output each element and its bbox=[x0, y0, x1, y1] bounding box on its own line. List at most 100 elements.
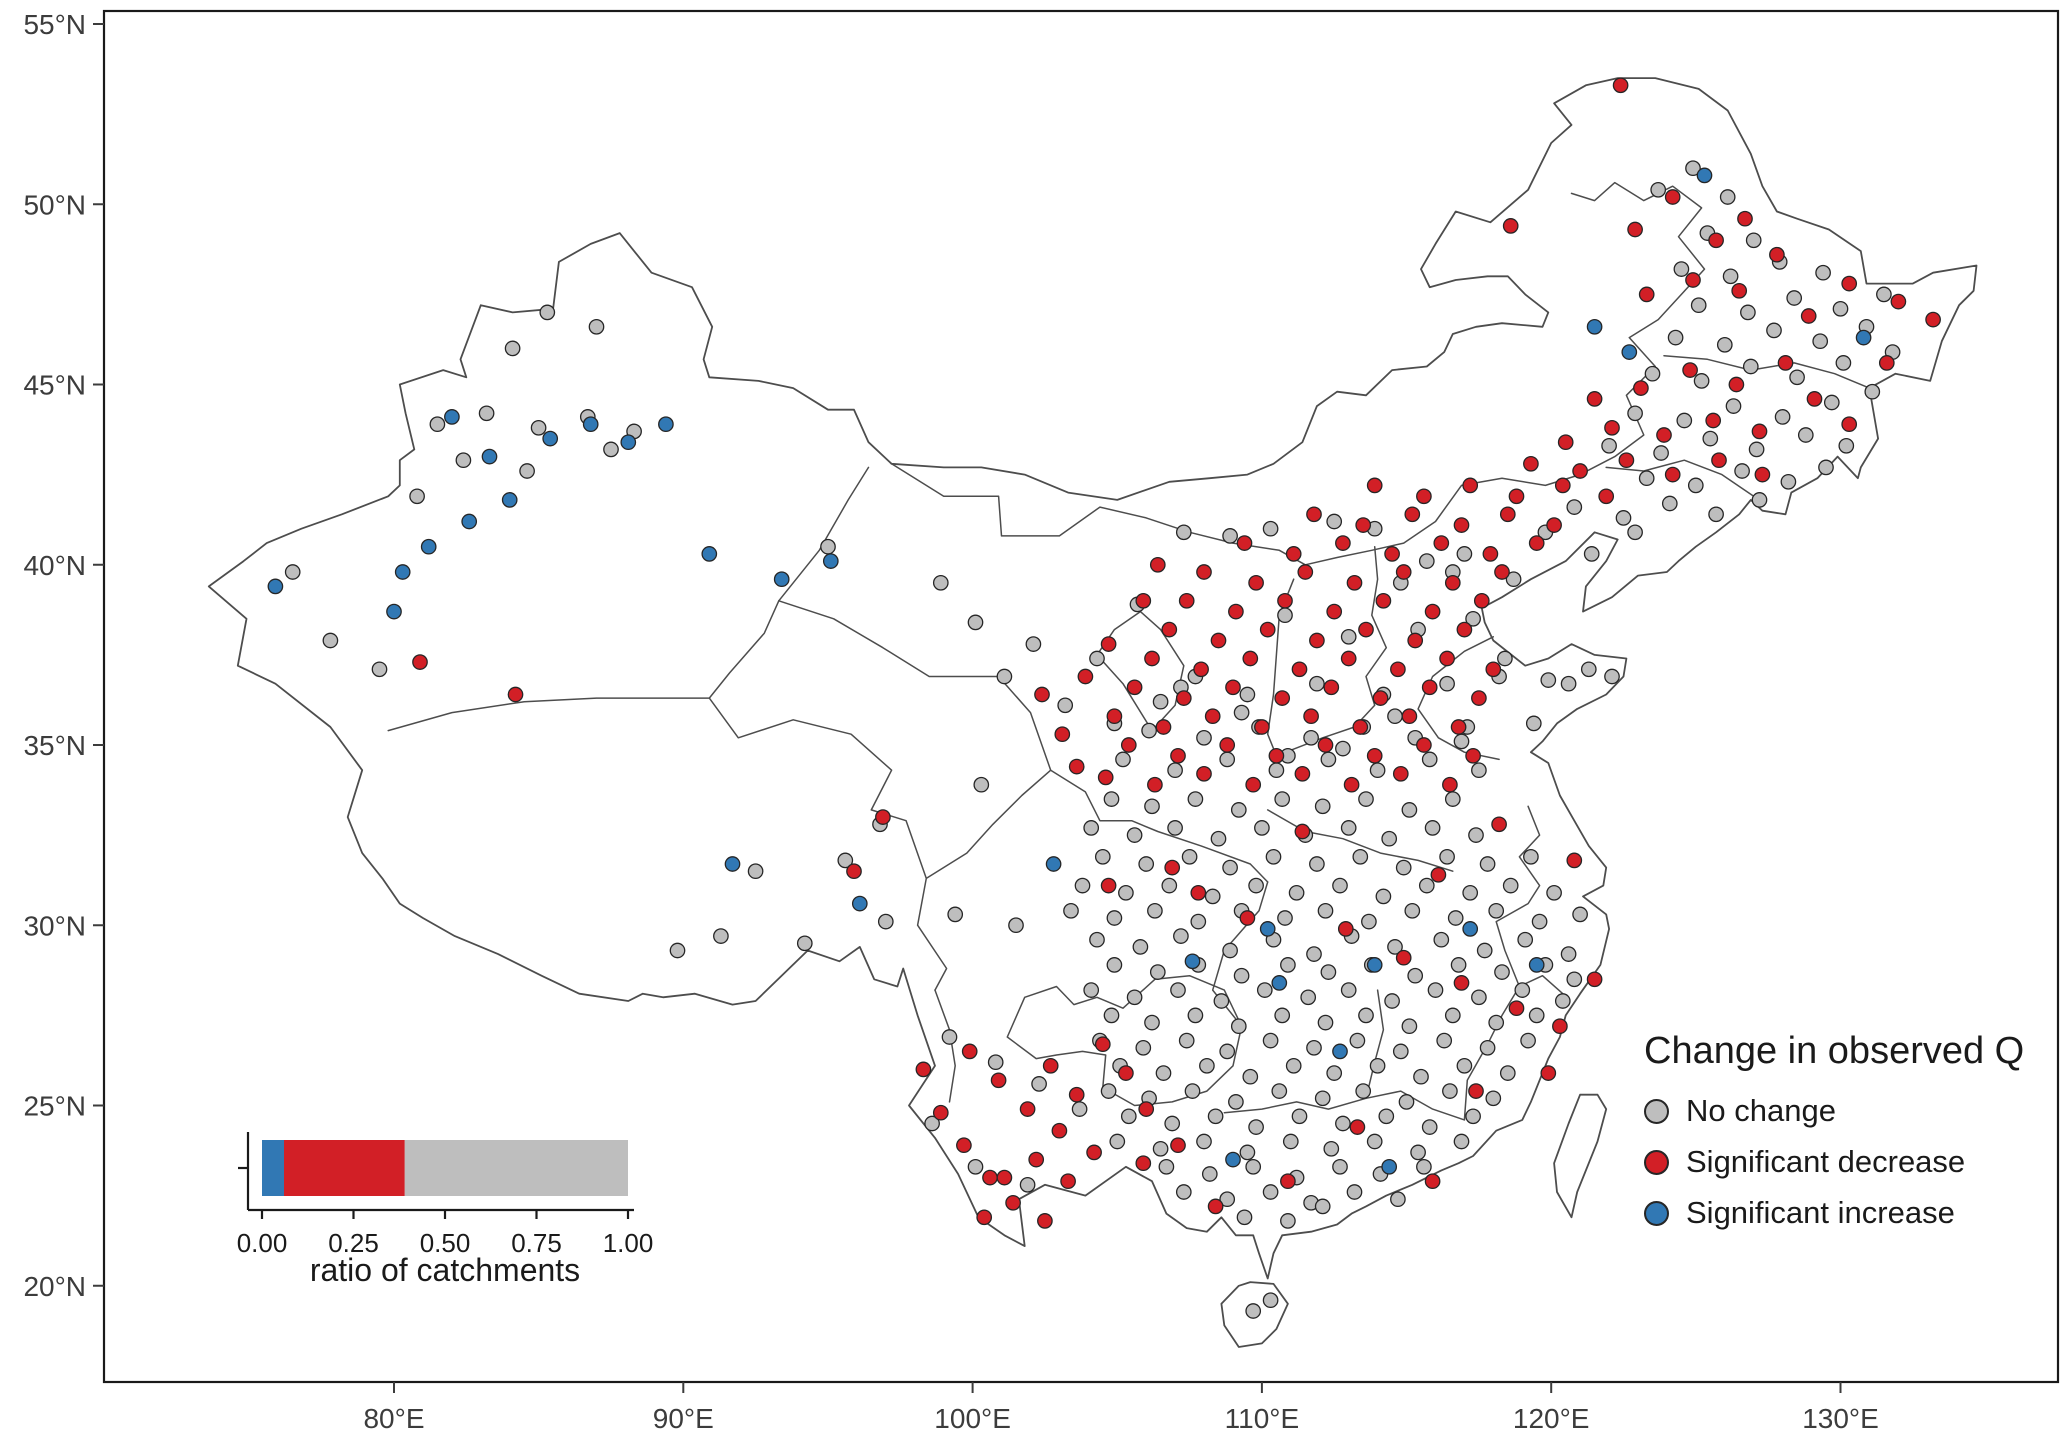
catchment-point bbox=[1615, 510, 1632, 526]
catchment-point bbox=[1167, 762, 1183, 779]
catchment-point bbox=[461, 513, 478, 530]
catchment-point bbox=[1471, 690, 1487, 706]
catchment-point bbox=[1233, 704, 1250, 721]
catchment-point bbox=[1740, 304, 1756, 321]
legend-label-no-change: No change bbox=[1686, 1093, 1836, 1128]
catchment-point bbox=[1086, 1144, 1102, 1161]
catchment-point bbox=[1462, 884, 1479, 901]
catchment-point bbox=[1060, 1173, 1076, 1190]
catchment-point bbox=[1201, 1166, 1218, 1182]
catchment-point bbox=[1456, 546, 1473, 562]
catchment-point bbox=[542, 430, 559, 447]
catchment-point bbox=[1708, 506, 1724, 523]
catchment-point bbox=[1407, 632, 1424, 649]
svg-text:0.25: 0.25 bbox=[328, 1228, 379, 1258]
catchment-point bbox=[1546, 884, 1562, 901]
catchment-point bbox=[1864, 383, 1881, 400]
catchment-point bbox=[1381, 1158, 1398, 1175]
catchment-point bbox=[1132, 939, 1149, 955]
catchment-point bbox=[967, 1158, 984, 1175]
catchment-point bbox=[669, 942, 686, 959]
catchment-point bbox=[1494, 964, 1510, 980]
catchment-point bbox=[1494, 564, 1510, 580]
catchment-point bbox=[1303, 708, 1319, 725]
catchment-point bbox=[1097, 769, 1114, 786]
province-border bbox=[1417, 636, 1500, 761]
catchment-point bbox=[1106, 708, 1123, 725]
catchment-point bbox=[1395, 564, 1412, 580]
catchment-point bbox=[1468, 1083, 1484, 1099]
catchment-point bbox=[371, 661, 388, 678]
province-border bbox=[708, 697, 948, 991]
catchment-point bbox=[1265, 848, 1282, 865]
catchment-point bbox=[530, 419, 547, 436]
catchment-point bbox=[924, 1115, 940, 1132]
catchment-point bbox=[1309, 856, 1325, 872]
catchment-point bbox=[1439, 650, 1455, 667]
catchment-point bbox=[1456, 621, 1473, 638]
catchment-point bbox=[956, 1137, 972, 1154]
catchment-point bbox=[1586, 971, 1603, 988]
svg-text:35°N: 35°N bbox=[23, 730, 86, 761]
catchment-point bbox=[1106, 910, 1123, 926]
catchment-point bbox=[1138, 1101, 1155, 1117]
catchment-point bbox=[1068, 1086, 1085, 1103]
catchment-point bbox=[1583, 546, 1600, 562]
catchment-point bbox=[1196, 564, 1212, 580]
bar-segment-no_change bbox=[404, 1140, 628, 1196]
catchment-point bbox=[1390, 1191, 1406, 1208]
catchment-point bbox=[1057, 697, 1074, 714]
catchment-point bbox=[1118, 884, 1134, 901]
catchment-point bbox=[1219, 1191, 1236, 1208]
catchment-point bbox=[1037, 1213, 1053, 1229]
catchment-point bbox=[1071, 1101, 1088, 1117]
catchment-point bbox=[1135, 1155, 1152, 1172]
catchment-point bbox=[1633, 380, 1649, 396]
catchment-point bbox=[1317, 902, 1334, 919]
catchment-point bbox=[1682, 362, 1698, 378]
catchment-point bbox=[1401, 802, 1418, 818]
catchment-point bbox=[1144, 798, 1160, 815]
catchment-point bbox=[1262, 1032, 1279, 1049]
catchment-point bbox=[1453, 733, 1470, 750]
catchment-point bbox=[1184, 1083, 1201, 1099]
catchment-point bbox=[539, 304, 556, 321]
catchment-point bbox=[1711, 452, 1727, 469]
national-boundary bbox=[207, 77, 1978, 1280]
catchment-point bbox=[1456, 1057, 1473, 1074]
catchment-point bbox=[1638, 286, 1655, 303]
catchment-point bbox=[1488, 1014, 1505, 1031]
catchment-point bbox=[1748, 441, 1765, 458]
catchment-point bbox=[1219, 1043, 1236, 1060]
catchment-point bbox=[1604, 668, 1620, 685]
catchment-point bbox=[1745, 232, 1762, 249]
catchment-point bbox=[1314, 798, 1331, 815]
catchment-point bbox=[1401, 708, 1418, 725]
inset-x-axis-label: ratio of catchments bbox=[309, 1252, 581, 1288]
catchment-point bbox=[987, 1054, 1004, 1071]
catchment-point bbox=[877, 913, 894, 930]
province-border bbox=[1365, 989, 1385, 1100]
catchment-point bbox=[1178, 592, 1195, 609]
catchment-point bbox=[1068, 758, 1085, 775]
svg-text:90°E: 90°E bbox=[653, 1403, 714, 1434]
catchment-point bbox=[1734, 463, 1750, 479]
catchment-point bbox=[1196, 729, 1212, 746]
catchment-point bbox=[1274, 791, 1291, 807]
catchment-point bbox=[588, 318, 605, 335]
catchment-point bbox=[1566, 499, 1583, 515]
catchment-point bbox=[1126, 827, 1143, 843]
catchment-point bbox=[1693, 373, 1710, 389]
catchment-point bbox=[990, 1072, 1007, 1089]
catchment-point bbox=[1332, 877, 1348, 894]
catchment-point bbox=[1190, 884, 1207, 901]
catchment-point bbox=[1042, 1057, 1059, 1074]
catchment-point bbox=[915, 1061, 932, 1078]
catchment-point bbox=[429, 416, 446, 433]
catchment-point bbox=[1178, 1032, 1195, 1049]
catchment-point bbox=[1309, 632, 1325, 649]
catchment-point bbox=[1326, 1065, 1343, 1081]
catchment-point bbox=[1572, 906, 1588, 923]
catchment-point bbox=[1152, 1140, 1169, 1157]
catchment-point bbox=[1193, 661, 1209, 678]
